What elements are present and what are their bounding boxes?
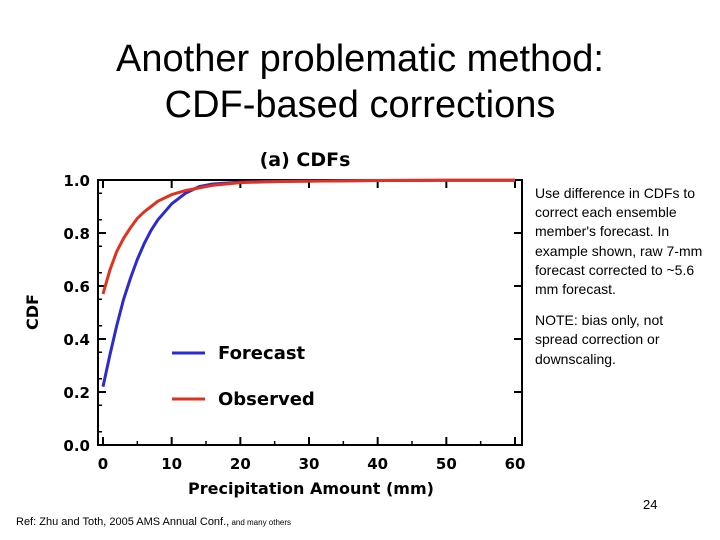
note-text: NOTE: bias only, not spread correction o… (535, 312, 664, 367)
x-tick-label: 60 (505, 455, 526, 473)
chart-title: (a) CDFs (260, 149, 351, 171)
title-line-2: CDF-based corrections (164, 84, 556, 126)
reference-main: Ref: Zhu and Toth, 2005 AMS Annual Conf.… (16, 516, 230, 528)
x-axis-label: Precipitation Amount (mm) (188, 479, 434, 498)
plot-area: 0.0 0.2 0.4 0.6 0.8 1.0 0 10 20 30 40 50 60 Forecast O… (63, 172, 525, 473)
reference: Ref: Zhu and Toth, 2005 AMS Annual Conf.… (16, 516, 291, 528)
y-tick-label: 1.0 (63, 172, 90, 190)
x-tick-label: 40 (367, 455, 388, 473)
y-tick-label: 0.2 (63, 384, 90, 402)
method-description: Use difference in CDFs to correct each e… (535, 185, 703, 298)
reference-small: and many others (229, 518, 292, 527)
title-line-1: Another problematic method: (116, 38, 604, 80)
x-tick-label: 0 (98, 455, 108, 473)
sidebar-notes: Use difference in CDFs to correct each e… (535, 184, 705, 381)
y-tick-label: 0.0 (63, 437, 90, 455)
y-axis-label: CDF (23, 294, 42, 330)
x-tick-label: 50 (436, 455, 457, 473)
series-line-forecast (101, 178, 515, 388)
x-tick-label: 10 (161, 455, 182, 473)
y-tick-label: 0.8 (63, 225, 90, 243)
y-tick-label: 0.4 (63, 331, 90, 349)
x-tick-label: 20 (230, 455, 251, 473)
series-line-observed (101, 178, 515, 295)
legend-label-forecast: Forecast (218, 343, 306, 364)
slide-title: Another problematic method: CDF-based co… (0, 36, 720, 128)
legend-label-observed: Observed (218, 389, 315, 410)
cdf-chart: (a) CDFs CDF Precipitation Amount (mm) 0… (23, 149, 525, 498)
page-number: 24 (643, 497, 658, 512)
y-tick-label: 0.6 (63, 278, 90, 296)
x-tick-label: 30 (299, 455, 320, 473)
